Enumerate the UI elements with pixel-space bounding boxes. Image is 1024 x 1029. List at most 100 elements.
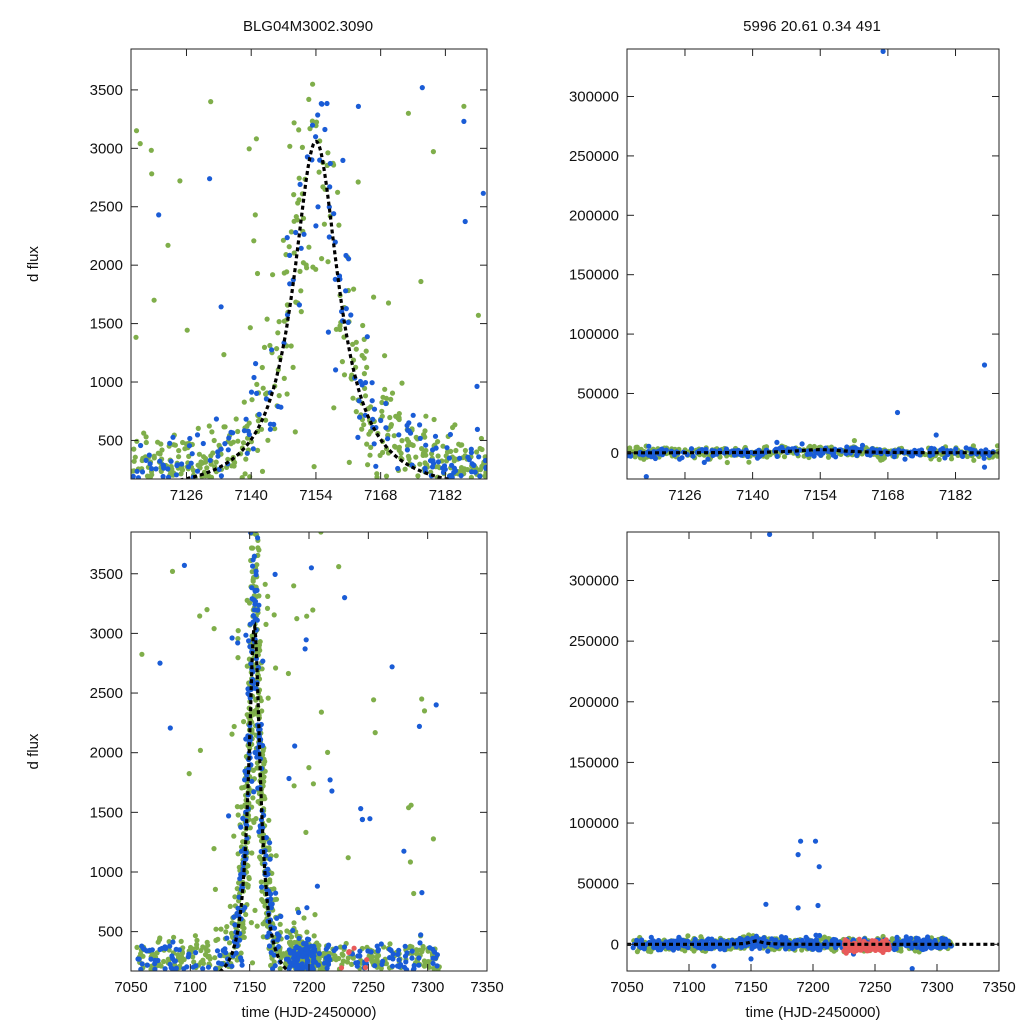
data-point-green — [360, 322, 366, 329]
data-point-blue — [340, 157, 346, 163]
data-point-green — [314, 940, 320, 946]
data-point-green — [898, 948, 904, 954]
outlier-point — [165, 242, 171, 248]
data-point-blue — [378, 941, 384, 947]
data-point-blue — [331, 947, 337, 954]
data-point-blue — [237, 876, 243, 882]
data-point-green — [364, 364, 370, 370]
data-point-green — [258, 879, 264, 885]
data-point-blue — [243, 416, 249, 422]
outlier-point — [137, 141, 143, 147]
data-point-green — [970, 443, 977, 449]
outlier-point — [816, 864, 822, 870]
data-point-blue — [235, 640, 241, 646]
data-point-blue — [458, 473, 464, 479]
data-point-blue — [176, 947, 182, 953]
data-point-green — [250, 795, 256, 801]
data-point-green — [271, 886, 277, 892]
data-point-blue — [234, 943, 240, 949]
plot-area — [627, 49, 999, 479]
outlier-point — [405, 110, 411, 116]
data-point-green — [172, 442, 178, 448]
data-point-blue — [167, 725, 173, 731]
data-point-blue — [891, 454, 897, 460]
data-point-blue — [252, 598, 259, 605]
outlier-point — [981, 362, 988, 368]
data-point-green — [186, 771, 192, 777]
data-point-blue — [267, 840, 273, 846]
data-point-green — [306, 96, 312, 102]
data-point-green — [290, 364, 296, 370]
y-tick-label: 500 — [98, 924, 123, 941]
data-point-green — [213, 937, 219, 944]
data-point-green — [249, 397, 255, 403]
data-point-green — [257, 854, 263, 860]
data-point-blue — [268, 896, 274, 902]
data-point-green — [287, 143, 293, 149]
data-point-blue — [243, 849, 249, 856]
data-point-green — [208, 453, 214, 459]
data-point-blue — [213, 966, 219, 971]
data-point-blue — [477, 473, 483, 479]
outlier-point — [345, 855, 351, 861]
y-tick-label: 50000 — [577, 876, 619, 893]
data-point-green — [195, 462, 201, 468]
data-point-blue — [357, 414, 363, 420]
data-point-green — [385, 300, 392, 306]
data-point-blue — [293, 229, 299, 236]
y-tick-label: 2500 — [90, 199, 123, 216]
data-point-green — [971, 457, 977, 463]
data-point-green — [291, 192, 297, 198]
data-point-green — [346, 459, 352, 465]
data-point-blue — [690, 453, 696, 459]
data-point-green — [281, 375, 287, 381]
data-point-blue — [152, 961, 158, 967]
data-point-green — [417, 461, 423, 467]
data-point-blue — [167, 440, 173, 446]
data-point-green — [364, 441, 370, 447]
data-point-blue — [416, 962, 422, 968]
data-point-blue — [235, 905, 241, 912]
data-point-green — [380, 394, 386, 400]
data-point-blue — [155, 957, 161, 964]
data-point-blue — [271, 421, 277, 427]
data-point-blue — [298, 245, 304, 251]
data-point-green — [318, 709, 324, 715]
data-point-blue — [677, 456, 683, 462]
data-point-green — [388, 396, 394, 402]
data-point-green — [404, 443, 411, 449]
data-point-green — [239, 785, 245, 791]
data-point-blue — [139, 469, 146, 475]
panel-bottom-right: 7050 7100 7150 7200 7250 7300 7350 0 50000 100000… — [569, 531, 1016, 1021]
data-point-green — [936, 456, 942, 463]
data-point-green — [396, 411, 402, 417]
data-point-blue — [849, 445, 855, 451]
data-point-green — [253, 463, 258, 468]
data-point-green — [261, 761, 267, 767]
data-point-green — [261, 344, 268, 350]
outlier-point — [359, 816, 365, 823]
data-point-blue — [251, 374, 257, 381]
data-point-green — [425, 961, 431, 967]
data-point-blue — [287, 252, 293, 258]
data-point-green — [204, 465, 210, 471]
data-point-green — [340, 958, 347, 964]
data-point-blue — [160, 473, 166, 479]
data-point-blue — [305, 958, 311, 964]
data-point-blue — [396, 957, 402, 963]
data-point-blue — [250, 619, 256, 625]
data-point-green — [349, 961, 355, 968]
data-point-green — [402, 466, 408, 472]
data-point-blue — [358, 806, 364, 812]
data-point-green — [367, 452, 373, 458]
data-point-blue — [411, 962, 417, 969]
data-point-green — [235, 628, 241, 634]
data-point-blue — [409, 948, 415, 954]
data-point-green — [341, 372, 348, 378]
data-point-blue — [373, 463, 379, 469]
data-point-green — [316, 169, 322, 175]
data-point-blue — [255, 785, 261, 791]
data-point-blue — [167, 943, 173, 949]
data-point-green — [240, 440, 247, 446]
data-point-green — [361, 371, 367, 377]
